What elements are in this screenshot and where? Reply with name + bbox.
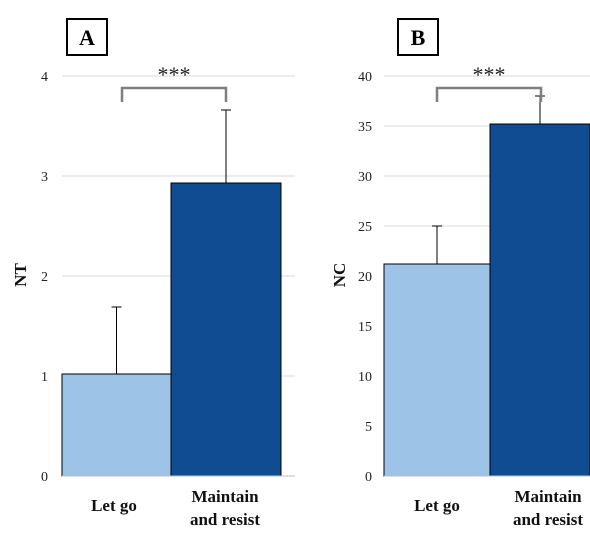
y-tick-label: 3 — [41, 170, 48, 185]
y-tick-label: 4 — [41, 70, 48, 85]
y-tick-label: 5 — [365, 420, 372, 435]
panel-label: A — [79, 25, 95, 50]
bar-let-go — [61, 373, 172, 477]
y-tick-label: 35 — [358, 120, 372, 135]
significance-bracket — [435, 86, 543, 102]
panel-label-box — [66, 18, 108, 56]
y-tick-label: 2 — [41, 270, 48, 285]
x-category-label: Maintain — [514, 487, 582, 506]
significance-bracket — [120, 86, 228, 102]
bar-maintain-and-resist — [489, 123, 590, 477]
y-tick-label: 25 — [358, 220, 372, 235]
y-tick-label: 10 — [358, 370, 372, 385]
x-category-label: Maintain — [191, 487, 259, 506]
chart-panel-b: 0 5 10 15 20 25 30 35 40 NC Let go Maintain and resi… — [330, 18, 590, 529]
chart-panel-a: 0 1 2 3 4 NT Let go Maintain and resist *** A — [11, 18, 295, 529]
bar-maintain-and-resist — [170, 182, 282, 477]
y-axis-label: NT — [11, 263, 30, 287]
panel-label-box — [397, 18, 439, 56]
y-tick-label: 40 — [358, 70, 372, 85]
y-tick-label: 30 — [358, 170, 372, 185]
y-tick-label: 0 — [365, 470, 372, 485]
y-axis-label: NC — [330, 263, 349, 288]
significance-label: *** — [473, 62, 506, 87]
x-category-label: Let go — [414, 496, 460, 515]
y-tick-label: 1 — [41, 370, 48, 385]
x-category-label: Let go — [91, 496, 137, 515]
panel-label: B — [411, 25, 426, 50]
y-tick-label: 0 — [41, 470, 48, 485]
significance-label: *** — [158, 62, 191, 87]
x-category-label: and resist — [190, 510, 260, 529]
y-tick-label: 15 — [358, 320, 372, 335]
bar-let-go — [383, 263, 491, 477]
x-category-label: and resist — [513, 510, 583, 529]
y-tick-label: 20 — [358, 270, 372, 285]
